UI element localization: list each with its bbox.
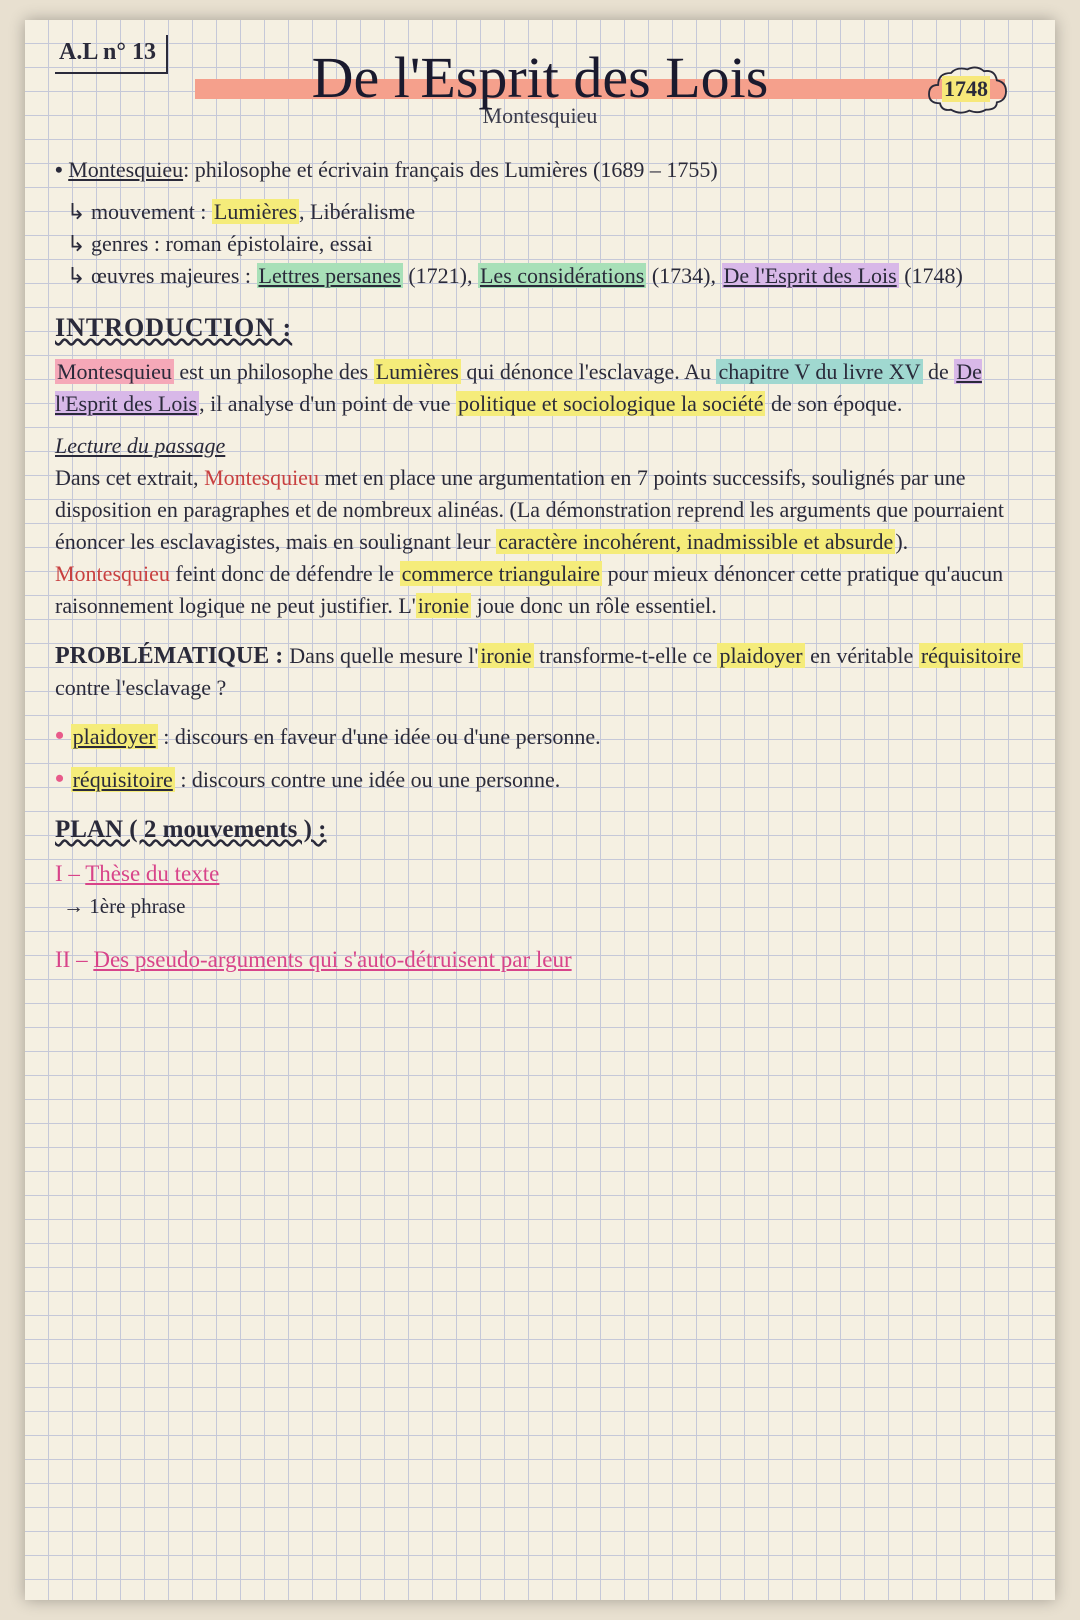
name-hl: Montesquieu	[55, 359, 174, 384]
year-text: 1748	[942, 76, 990, 102]
plan-item-2: II – Des pseudo-arguments qui s'auto-dét…	[55, 944, 1025, 976]
def-plaidoyer: plaidoyer : discours en faveur d'une idé…	[55, 720, 1025, 753]
prob-label: PROBLÉMATIQUE :	[55, 643, 289, 669]
def-requisitoire: réquisitoire : discours contre une idée …	[55, 763, 1025, 796]
bio-name: Montesquieu	[68, 157, 183, 182]
plan-item-1: I – Thèse du texte	[55, 858, 1025, 890]
bio-line: Montesquieu: philosophe et écrivain fran…	[55, 154, 1025, 186]
main-title: De l'Esprit des Lois	[312, 44, 769, 111]
notebook-page: A.L n° 13 De l'Esprit des Lois 1748 Mont…	[25, 20, 1055, 1600]
oeuvres-line: œuvres majeures : Lettres persanes (1721…	[67, 260, 1025, 292]
content-body: Montesquieu: philosophe et écrivain fran…	[55, 154, 1025, 976]
title-row: De l'Esprit des Lois 1748	[55, 44, 1025, 111]
problematique: PROBLÉMATIQUE : Dans quelle mesure l'iro…	[55, 640, 1025, 704]
plan-item-1-sub: → 1ère phrase	[63, 890, 1025, 922]
year-cloud: 1748	[920, 62, 1015, 122]
plan-heading: PLAN ( 2 mouvements ) :	[55, 814, 1025, 846]
intro-heading: INTRODUCTION :	[55, 312, 1025, 344]
intro-p1: Montesquieu est un philosophe des Lumièr…	[55, 356, 1025, 420]
genres-line: genres : roman épistolaire, essai	[67, 228, 1025, 260]
intro-p2: Dans cet extrait, Montesquieu met en pla…	[55, 462, 1025, 622]
lecture-label: Lecture du passage	[55, 430, 1025, 462]
mouvement-line: mouvement : Lumières, Libéralisme	[67, 196, 1025, 228]
